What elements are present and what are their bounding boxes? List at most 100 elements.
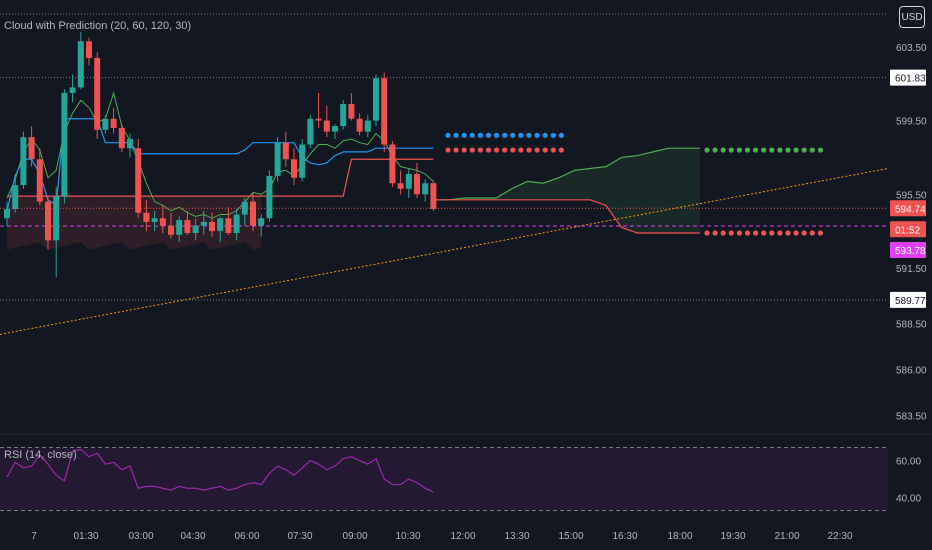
- prediction-dot-green: [728, 147, 734, 153]
- prediction-dot-blue: [485, 132, 492, 138]
- candle-body: [77, 41, 84, 88]
- prediction-dot-red-lower: [777, 230, 783, 236]
- candle-body: [266, 175, 273, 219]
- prediction-dot-red-lower: [785, 230, 791, 236]
- prediction-dot-blue: [510, 132, 516, 138]
- candle-body: [233, 214, 240, 233]
- prediction-dot-blue: [550, 132, 556, 138]
- candle-body: [45, 201, 51, 241]
- prediction-dot-red: [453, 147, 459, 153]
- x-tick-label: 18:00: [667, 531, 692, 542]
- prediction-dot-blue: [526, 132, 532, 138]
- candle-body: [389, 144, 396, 184]
- cloud-green-fill: [433, 148, 700, 233]
- prediction-dot-green: [809, 147, 815, 153]
- candle-body: [36, 159, 43, 202]
- x-tick-label: 09:00: [342, 531, 367, 542]
- candles-layer: [4, 32, 437, 278]
- candle-body: [53, 196, 60, 241]
- tag-top-price-bg: [890, 69, 926, 86]
- candle-body: [414, 174, 420, 195]
- prediction-dot-red-lower: [720, 230, 726, 236]
- prediction-dot-red-lower: [809, 230, 815, 236]
- x-tick-label: 21:00: [774, 531, 799, 542]
- candle-body: [364, 120, 371, 132]
- candle-body: [151, 218, 158, 222]
- candle-body: [299, 144, 306, 178]
- prediction-dot-blue: [461, 132, 467, 138]
- candle-body: [348, 103, 355, 119]
- prediction-dot-red-lower: [753, 230, 759, 236]
- candle-body: [315, 118, 322, 121]
- prediction-dot-red-lower: [761, 230, 767, 236]
- prediction-dot-red: [469, 147, 475, 153]
- candle-body: [94, 57, 101, 130]
- prediction-dot-blue: [534, 132, 540, 138]
- x-tick-label: 01:30: [73, 531, 98, 542]
- y-tick-label: 591.50: [896, 264, 927, 275]
- candle-body: [430, 183, 437, 210]
- candle-body: [405, 174, 412, 189]
- x-tick-label: 12:00: [450, 531, 475, 542]
- base-line-red: [7, 158, 434, 197]
- candle-body: [102, 118, 109, 130]
- candle-body: [373, 78, 379, 121]
- rsi-pane: 60.00 40.00: [0, 447, 921, 511]
- candle-body: [127, 138, 133, 149]
- prediction-dot-green: [736, 147, 743, 153]
- prediction-dot-blue: [502, 132, 508, 138]
- indicator-title: Cloud with Prediction (20, 60, 120, 30): [4, 20, 191, 32]
- axes-layer: 603.50 599.50 595.50 591.50 588.50 586.00 583.…: [31, 43, 927, 542]
- candle-body: [397, 183, 404, 189]
- candle-body: [381, 78, 388, 145]
- cloud-span-b: [433, 199, 700, 234]
- y-tick-label: 588.50: [896, 319, 927, 330]
- candle-body: [28, 137, 35, 160]
- prediction-dots: [445, 132, 824, 236]
- candle-body: [20, 137, 27, 186]
- prediction-dot-blue: [494, 132, 500, 138]
- candle-body: [69, 87, 76, 93]
- tag-last-price: 594.74: [895, 204, 926, 215]
- candle-body: [250, 201, 256, 226]
- x-tick-label: 04:30: [180, 531, 205, 542]
- candle-body: [422, 183, 429, 195]
- tag-magenta-price-bg: [890, 241, 926, 258]
- candle-body: [135, 148, 142, 213]
- tag-countdown-bg: [890, 221, 926, 238]
- prediction-dot-red-lower: [712, 230, 718, 236]
- candle-body: [356, 118, 363, 132]
- candle-body: [225, 218, 232, 233]
- prediction-dot-red: [526, 147, 532, 153]
- x-tick-label: 03:00: [128, 531, 153, 542]
- prediction-dot-red-lower: [704, 230, 710, 236]
- candle-body: [340, 103, 347, 127]
- prediction-dot-blue: [558, 132, 565, 138]
- candle-body: [4, 209, 10, 219]
- candle-body: [110, 118, 117, 128]
- prediction-dot-red: [445, 147, 451, 153]
- cloud-span-a: [433, 147, 700, 201]
- prediction-dot-green: [777, 147, 783, 153]
- prediction-dot-red: [461, 147, 467, 153]
- currency-button[interactable]: USD: [899, 6, 925, 28]
- rsi-tick-label: 60.00: [896, 457, 921, 468]
- prediction-dot-green: [712, 147, 718, 153]
- x-tick-label: 7: [31, 531, 37, 542]
- prediction-dot-red: [494, 147, 500, 153]
- x-tick-label: 19:30: [720, 531, 745, 542]
- prediction-dot-green: [801, 147, 807, 153]
- candle-body: [274, 142, 281, 176]
- prediction-dot-blue: [542, 132, 548, 138]
- rsi-tick-label: 40.00: [896, 494, 921, 505]
- tag-countdown: 01:52: [895, 225, 920, 236]
- x-tick-label: 07:30: [287, 531, 312, 542]
- prediction-dot-green: [817, 147, 824, 153]
- ichimoku-cloud: [7, 147, 700, 250]
- x-tick-label: 22:30: [827, 531, 852, 542]
- prediction-dot-red-lower: [744, 230, 751, 236]
- prediction-dot-green: [744, 147, 751, 153]
- candle-body: [61, 92, 68, 197]
- trendline: [0, 167, 889, 335]
